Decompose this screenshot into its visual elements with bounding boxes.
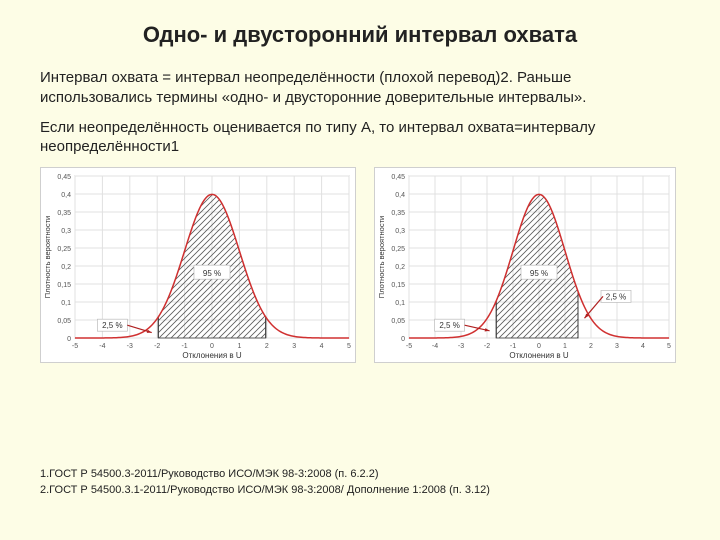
svg-text:0,1: 0,1 [61, 300, 71, 307]
svg-text:4: 4 [641, 343, 645, 350]
svg-text:-3: -3 [458, 343, 464, 350]
svg-text:0,4: 0,4 [395, 192, 405, 199]
reference-1: 1.ГОСТ Р 54500.3-2011/Руководство ИСО/МЭ… [40, 467, 490, 482]
svg-text:0,15: 0,15 [391, 282, 405, 289]
references: 1.ГОСТ Р 54500.3-2011/Руководство ИСО/МЭ… [40, 467, 490, 498]
svg-text:0,3: 0,3 [61, 228, 71, 235]
svg-text:-1: -1 [181, 343, 187, 350]
chart-one-sided: -5 -4 -3 -2 -1 0 1 2 3 4 5 0 0,05 0,1 0,15 0,2 0,25 0,3 0,… [374, 167, 676, 363]
svg-text:-4: -4 [432, 343, 438, 350]
svg-text:0: 0 [210, 343, 214, 350]
svg-text:0: 0 [537, 343, 541, 350]
svg-text:-3: -3 [127, 343, 133, 350]
svg-text:0,1: 0,1 [395, 300, 405, 307]
svg-text:-1: -1 [510, 343, 516, 350]
svg-text:0,4: 0,4 [61, 192, 71, 199]
svg-text:5: 5 [667, 343, 671, 350]
svg-text:2: 2 [589, 343, 593, 350]
svg-text:0,45: 0,45 [57, 174, 71, 181]
svg-text:2,5 %: 2,5 % [439, 321, 459, 330]
svg-text:1: 1 [563, 343, 567, 350]
slide-title: Одно- и двусторонний интервал охвата [40, 22, 680, 48]
svg-text:Отклонения в U: Отклонения в U [182, 351, 241, 360]
svg-text:0,15: 0,15 [57, 282, 71, 289]
svg-text:0: 0 [401, 336, 405, 343]
svg-text:0,45: 0,45 [391, 174, 405, 181]
svg-text:-2: -2 [154, 343, 160, 350]
svg-text:95 %: 95 % [203, 269, 221, 278]
svg-text:0,2: 0,2 [395, 264, 405, 271]
body-paragraph-1: Интервал охвата = интервал неопределённо… [40, 68, 680, 108]
svg-text:2: 2 [265, 343, 269, 350]
svg-text:Плотность вероятности: Плотность вероятности [43, 216, 52, 298]
svg-text:0,35: 0,35 [57, 210, 71, 217]
svg-text:1: 1 [237, 343, 241, 350]
svg-text:-5: -5 [406, 343, 412, 350]
body-paragraph-2: Если неопределённость оценивается по тип… [40, 118, 680, 158]
svg-text:Отклонения в U: Отклонения в U [509, 351, 568, 360]
charts-row: -5-4-3-2-101234500,050,10,150,20,250,30,… [40, 167, 680, 363]
slide: Одно- и двусторонний интервал охвата Инт… [0, 0, 720, 540]
svg-text:-5: -5 [72, 343, 78, 350]
svg-text:0: 0 [67, 336, 71, 343]
svg-text:0,2: 0,2 [61, 264, 71, 271]
svg-text:-4: -4 [99, 343, 105, 350]
svg-text:3: 3 [615, 343, 619, 350]
svg-text:0,05: 0,05 [391, 318, 405, 325]
svg-text:0,25: 0,25 [57, 246, 71, 253]
svg-text:0,25: 0,25 [391, 246, 405, 253]
reference-2: 2.ГОСТ Р 54500.3.1-2011/Руководство ИСО/… [40, 483, 490, 498]
svg-text:3: 3 [292, 343, 296, 350]
svg-text:95 %: 95 % [530, 269, 548, 278]
svg-text:4: 4 [320, 343, 324, 350]
svg-text:2,5 %: 2,5 % [606, 293, 626, 302]
svg-text:Плотность вероятности: Плотность вероятности [377, 216, 386, 298]
svg-text:2,5 %: 2,5 % [102, 321, 122, 330]
chart-two-sided: -5 -4 -3 -2 -1 0 1 2 3 4 5 0 0,05 0,1 0,15 0,2 0,25 0,3 0,… [40, 167, 356, 363]
svg-text:0,35: 0,35 [391, 210, 405, 217]
svg-text:0,3: 0,3 [395, 228, 405, 235]
svg-text:-2: -2 [484, 343, 490, 350]
svg-text:5: 5 [347, 343, 351, 350]
svg-text:0,05: 0,05 [57, 318, 71, 325]
